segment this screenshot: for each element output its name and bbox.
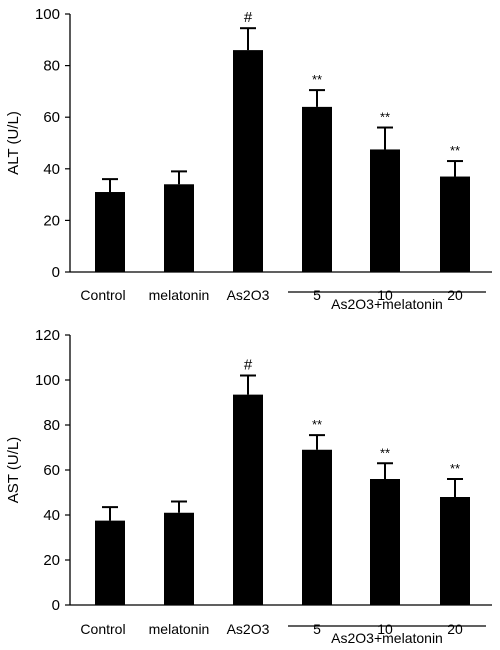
- alt-bar: [440, 176, 470, 272]
- alt-bar: [370, 149, 400, 272]
- alt-bar: [95, 192, 125, 272]
- alt-chart-panel: 0 20 40 60 80 100 ALT (U/L) Control melatonin # As…: [5, 6, 492, 312]
- ast-significance-label: **: [450, 461, 460, 476]
- ast-y-tick-label: 0: [52, 597, 60, 614]
- ast-bar: [370, 479, 400, 605]
- ast-category-label: Control: [80, 621, 125, 637]
- alt-y-tick-label: 0: [52, 264, 60, 281]
- alt-y-tick-label: 20: [43, 212, 60, 229]
- ast-y-tick-label: 100: [35, 372, 60, 389]
- alt-category-label: 5: [313, 287, 321, 303]
- ast-category-label: 5: [313, 621, 321, 637]
- ast-chart-panel: 0 20 40 60 80 100 120 AST (U/L) Control melatonin…: [5, 327, 492, 646]
- ast-y-tick-label: 20: [43, 552, 60, 569]
- alt-y-tick-label: 60: [43, 109, 60, 126]
- ast-y-tick-label: 80: [43, 417, 60, 434]
- alt-y-tick-label: 100: [35, 6, 60, 23]
- alt-category-label: Control: [80, 287, 125, 303]
- alt-bar: [233, 50, 263, 273]
- alt-significance-label: **: [312, 72, 322, 87]
- alt-significance-label: #: [244, 9, 253, 26]
- alt-y-axis-label: ALT (U/L): [5, 111, 22, 175]
- ast-bar: [164, 512, 194, 605]
- alt-y-tick-label: 40: [43, 161, 60, 178]
- ast-bar: [302, 449, 332, 605]
- ast-y-tick-label: 120: [35, 327, 60, 344]
- alt-category-label: melatonin: [149, 287, 210, 303]
- ast-significance-label: **: [312, 417, 322, 432]
- ast-significance-label: #: [244, 357, 253, 374]
- ast-category-label: 20: [447, 621, 463, 637]
- ast-bar: [440, 497, 470, 605]
- ast-y-tick-label: 40: [43, 507, 60, 524]
- alt-bar: [164, 184, 194, 272]
- ast-bar: [233, 394, 263, 605]
- alt-significance-label: **: [380, 110, 390, 125]
- alt-y-tick-label: 80: [43, 58, 60, 75]
- alt-bar: [302, 106, 332, 272]
- alt-group-label: As2O3+melatonin: [331, 296, 443, 312]
- alt-category-label: 20: [447, 287, 463, 303]
- alt-category-label: As2O3: [227, 287, 270, 303]
- ast-significance-label: **: [380, 445, 390, 460]
- alt-significance-label: **: [450, 143, 460, 158]
- ast-y-axis-label: AST (U/L): [5, 437, 22, 503]
- alt-category-label: 10: [377, 287, 393, 303]
- ast-category-label: melatonin: [149, 621, 210, 637]
- ast-y-tick-label: 60: [43, 462, 60, 479]
- ast-category-label: As2O3: [227, 621, 270, 637]
- ast-category-label: 10: [377, 621, 393, 637]
- ast-group-label: As2O3+melatonin: [331, 630, 443, 646]
- ast-bar: [95, 520, 125, 605]
